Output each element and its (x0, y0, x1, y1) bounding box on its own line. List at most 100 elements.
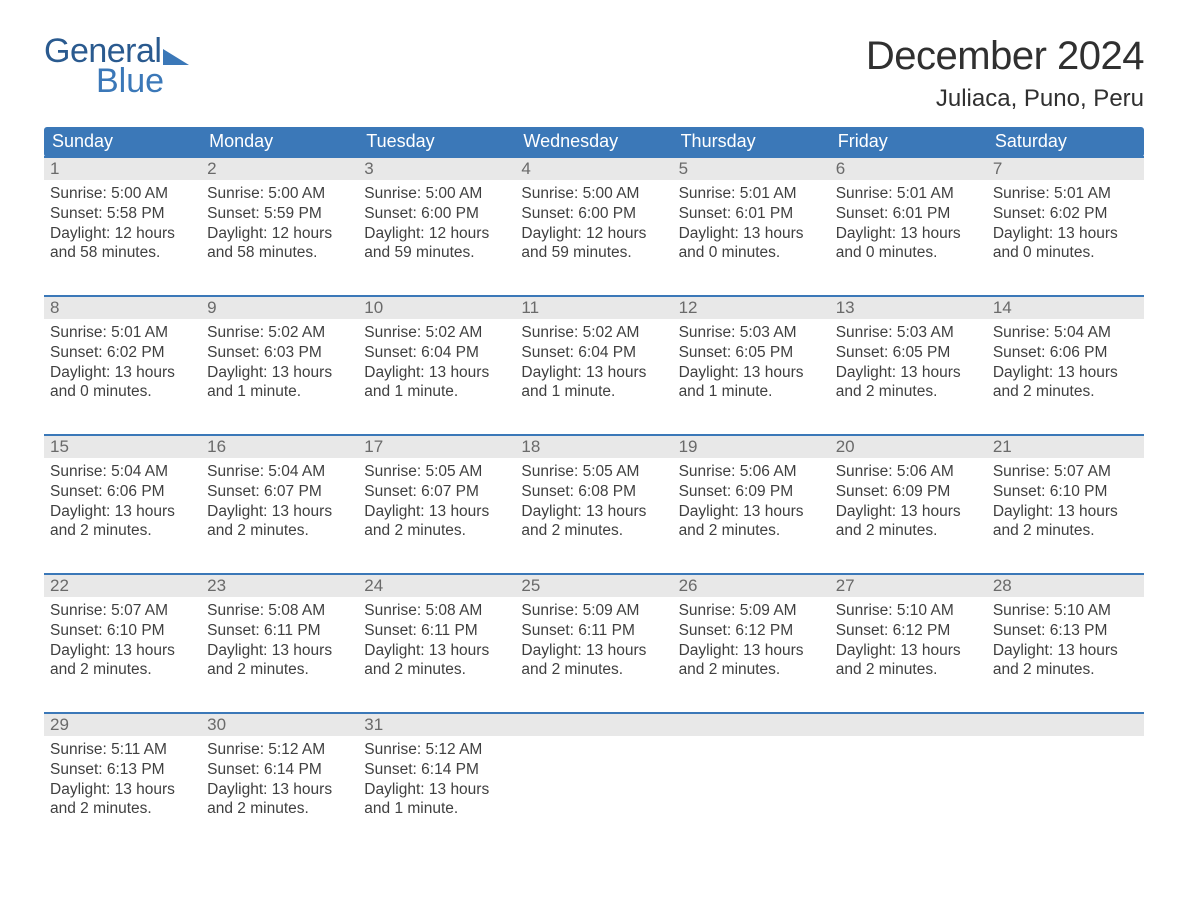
sunset-text: Sunset: 6:14 PM (207, 760, 352, 780)
week-detail-row: Sunrise: 5:00 AM Sunset: 5:58 PM Daylight:… (44, 180, 1144, 296)
header: General Blue December 2024 Juliaca, Puno… (44, 34, 1144, 113)
sunset-text: Sunset: 6:10 PM (50, 621, 195, 641)
sunset-text: Sunset: 6:10 PM (993, 482, 1138, 502)
day-detail-cell: Sunrise: 5:03 AMSunset: 6:05 PMDaylight:… (673, 319, 830, 435)
sunrise-text: Sunrise: 5:03 AM (679, 323, 824, 343)
day-detail-cell: Sunrise: 5:08 AMSunset: 6:11 PMDaylight:… (358, 597, 515, 713)
sunset-text: Sunset: 6:11 PM (207, 621, 352, 641)
day-number-cell: 28 (987, 574, 1144, 597)
daylight-text: Daylight: 13 hours and 2 minutes. (836, 641, 981, 681)
daylight-text: Daylight: 13 hours and 2 minutes. (364, 502, 509, 542)
sunset-text: Sunset: 6:07 PM (207, 482, 352, 502)
sunset-text: Sunset: 6:00 PM (364, 204, 509, 224)
sunrise-text: Sunrise: 5:07 AM (50, 601, 195, 621)
sunset-text: Sunset: 6:13 PM (993, 621, 1138, 641)
day-number-cell: 1 (44, 157, 201, 180)
week-daynum-row: 891011121314 (44, 296, 1144, 319)
daylight-text: Daylight: 12 hours and 58 minutes. (207, 224, 352, 264)
day-header: Tuesday (358, 127, 515, 157)
day-detail-cell (515, 736, 672, 852)
sunset-text: Sunset: 6:04 PM (364, 343, 509, 363)
day-number-cell: 19 (673, 435, 830, 458)
day-detail-cell: Sunrise: 5:01 AMSunset: 6:02 PMDaylight:… (987, 180, 1144, 296)
calendar-table: Sunday Monday Tuesday Wednesday Thursday… (44, 127, 1144, 852)
day-number-cell: 13 (830, 296, 987, 319)
day-number-cell: 15 (44, 435, 201, 458)
daylight-text: Daylight: 13 hours and 0 minutes. (679, 224, 824, 264)
day-detail-cell: Sunrise: 5:01 AMSunset: 6:01 PMDaylight:… (673, 180, 830, 296)
sunrise-text: Sunrise: 5:01 AM (993, 184, 1138, 204)
day-detail-cell: Sunrise: 5:12 AMSunset: 6:14 PMDaylight:… (201, 736, 358, 852)
daylight-text: Daylight: 13 hours and 2 minutes. (207, 502, 352, 542)
sunrise-text: Sunrise: 5:01 AM (50, 323, 195, 343)
sunrise-text: Sunrise: 5:07 AM (993, 462, 1138, 482)
sunset-text: Sunset: 5:58 PM (50, 204, 195, 224)
day-detail-cell: Sunrise: 5:12 AMSunset: 6:14 PMDaylight:… (358, 736, 515, 852)
sunrise-text: Sunrise: 5:10 AM (993, 601, 1138, 621)
day-detail-cell: Sunrise: 5:10 AMSunset: 6:13 PMDaylight:… (987, 597, 1144, 713)
day-number-cell: 31 (358, 713, 515, 736)
sunrise-text: Sunrise: 5:08 AM (207, 601, 352, 621)
page-subtitle: Juliaca, Puno, Peru (866, 85, 1144, 113)
sunrise-text: Sunrise: 5:06 AM (679, 462, 824, 482)
day-detail-cell: Sunrise: 5:04 AMSunset: 6:06 PMDaylight:… (44, 458, 201, 574)
daylight-text: Daylight: 13 hours and 0 minutes. (836, 224, 981, 264)
week-detail-row: Sunrise: 5:01 AMSunset: 6:02 PMDaylight:… (44, 319, 1144, 435)
day-number-cell (987, 713, 1144, 736)
sunset-text: Sunset: 6:12 PM (836, 621, 981, 641)
day-detail-cell: Sunrise: 5:00 AMSunset: 5:59 PMDaylight:… (201, 180, 358, 296)
sunrise-text: Sunrise: 5:02 AM (521, 323, 666, 343)
day-detail-cell: Sunrise: 5:00 AMSunset: 5:58 PMDaylight:… (44, 180, 201, 296)
sunrise-text: Sunrise: 5:12 AM (207, 740, 352, 760)
daylight-text: Daylight: 13 hours and 1 minute. (207, 363, 352, 403)
sunrise-text: Sunrise: 5:06 AM (836, 462, 981, 482)
day-header: Friday (830, 127, 987, 157)
daylight-text: Daylight: 13 hours and 2 minutes. (364, 641, 509, 681)
sunset-text: Sunset: 6:09 PM (836, 482, 981, 502)
sunrise-text: Sunrise: 5:12 AM (364, 740, 509, 760)
daylight-text: Daylight: 13 hours and 2 minutes. (50, 502, 195, 542)
daylight-text: Daylight: 13 hours and 1 minute. (364, 363, 509, 403)
day-number-cell: 11 (515, 296, 672, 319)
day-detail-cell: Sunrise: 5:04 AMSunset: 6:07 PMDaylight:… (201, 458, 358, 574)
day-number-cell: 2 (201, 157, 358, 180)
daylight-text: Daylight: 13 hours and 2 minutes. (50, 780, 195, 820)
week-detail-row: Sunrise: 5:07 AMSunset: 6:10 PM Daylight:… (44, 597, 1144, 713)
day-detail-cell: Sunrise: 5:06 AMSunset: 6:09 PMDaylight:… (830, 458, 987, 574)
day-detail-cell: Sunrise: 5:08 AMSunset: 6:11 PMDaylight:… (201, 597, 358, 713)
daylight-text: Daylight: 13 hours and 2 minutes. (679, 641, 824, 681)
day-header: Monday (201, 127, 358, 157)
sunrise-text: Sunrise: 5:00 AM (207, 184, 352, 204)
sunrise-text: Sunrise: 5:01 AM (836, 184, 981, 204)
page-title: December 2024 (866, 34, 1144, 79)
week-daynum-row: 1234567 (44, 157, 1144, 180)
sunrise-text: Sunrise: 5:04 AM (207, 462, 352, 482)
day-number-cell (830, 713, 987, 736)
sunset-text: Sunset: 6:09 PM (679, 482, 824, 502)
sunset-text: Sunset: 6:07 PM (364, 482, 509, 502)
sunset-text: Sunset: 6:13 PM (50, 760, 195, 780)
sunrise-text: Sunrise: 5:02 AM (207, 323, 352, 343)
day-detail-cell: Sunrise: 5:05 AMSunset: 6:07 PMDaylight:… (358, 458, 515, 574)
sunset-text: Sunset: 6:02 PM (993, 204, 1138, 224)
daylight-text: Daylight: 13 hours and 1 minute. (521, 363, 666, 403)
day-header: Thursday (673, 127, 830, 157)
day-number-cell: 10 (358, 296, 515, 319)
day-number-cell: 27 (830, 574, 987, 597)
sunrise-text: Sunrise: 5:00 AM (521, 184, 666, 204)
daylight-text: Daylight: 12 hours and 59 minutes. (364, 224, 509, 264)
daylight-text: Daylight: 13 hours and 2 minutes. (993, 502, 1138, 542)
day-number-cell: 22 (44, 574, 201, 597)
daylight-text: Daylight: 13 hours and 2 minutes. (836, 502, 981, 542)
daylight-text: Daylight: 13 hours and 2 minutes. (207, 780, 352, 820)
day-number-cell: 25 (515, 574, 672, 597)
sunset-text: Sunset: 6:08 PM (521, 482, 666, 502)
sunset-text: Sunset: 6:00 PM (521, 204, 666, 224)
logo-word-blue: Blue (96, 64, 189, 98)
day-detail-cell: Sunrise: 5:11 AMSunset: 6:13 PMDaylight:… (44, 736, 201, 852)
sunrise-text: Sunrise: 5:05 AM (521, 462, 666, 482)
day-detail-cell: Sunrise: 5:05 AMSunset: 6:08 PMDaylight:… (515, 458, 672, 574)
day-number-cell: 9 (201, 296, 358, 319)
daylight-text: Daylight: 13 hours and 0 minutes. (50, 363, 195, 403)
day-header: Wednesday (515, 127, 672, 157)
